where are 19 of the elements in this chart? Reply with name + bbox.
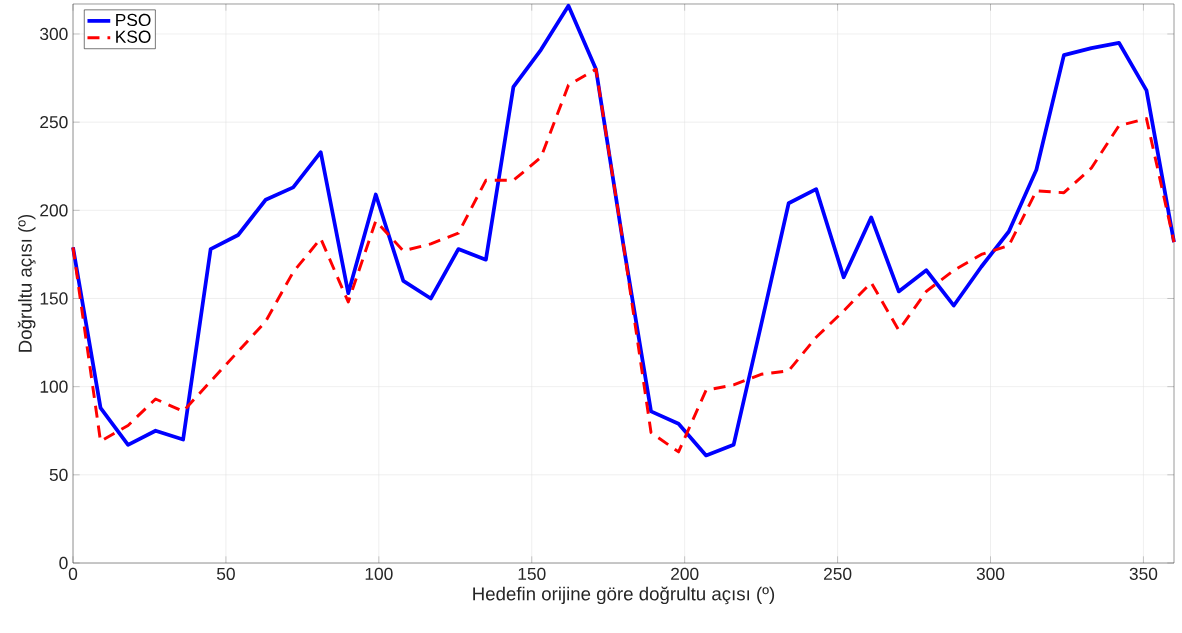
x-axis-title: Hedefin orijine göre doğrultu açısı (º) (473, 586, 775, 605)
y-axis-title: Doğrultu açısı (º) (17, 214, 36, 352)
y-tick-label: 250 (40, 116, 68, 129)
y-tick-label: 100 (40, 380, 68, 393)
y-tick-label: 0 (59, 556, 68, 570)
y-tick-label: 150 (40, 292, 68, 305)
legend-label: KSO (116, 30, 151, 43)
x-tick-label: 350 (1129, 567, 1158, 580)
x-tick-label: 100 (365, 567, 393, 580)
x-tick-label: 250 (824, 567, 852, 580)
x-tick-label: 50 (216, 567, 235, 580)
x-tick-label: 0 (68, 567, 78, 580)
y-tick-label: 50 (49, 468, 68, 481)
x-tick-label: 300 (976, 567, 1005, 580)
y-tick-label: 300 (40, 27, 68, 41)
x-tick-label: 150 (518, 567, 546, 580)
x-tick-label: 200 (671, 567, 699, 580)
y-tick-label: 200 (40, 204, 68, 217)
legend-label: PSO (116, 13, 151, 27)
